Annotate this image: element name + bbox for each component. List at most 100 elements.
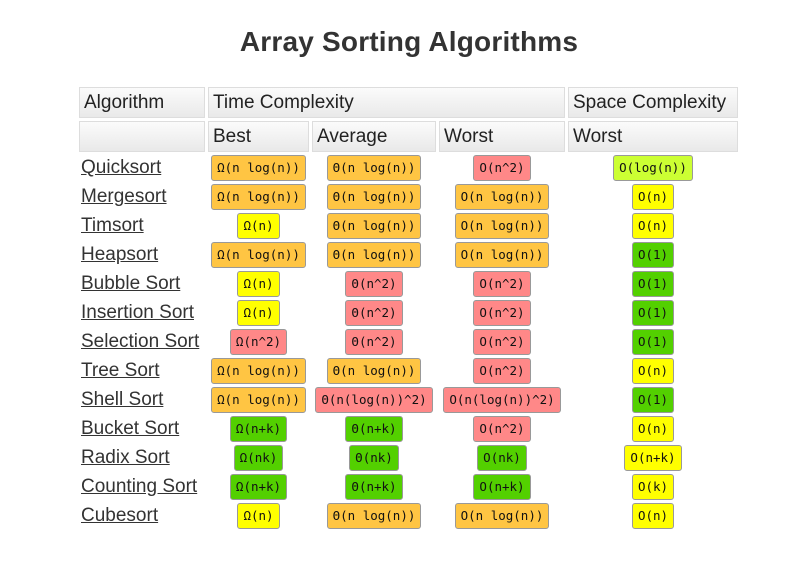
algorithm-link[interactable]: Radix Sort bbox=[81, 447, 170, 468]
worst-case-badge: O(n(log(n))^2) bbox=[443, 387, 561, 413]
best-case-cell: Ω(n) bbox=[208, 271, 309, 297]
best-case-cell: Ω(n+k) bbox=[208, 416, 309, 442]
average-case-badge: Θ(n log(n)) bbox=[326, 184, 422, 210]
table-row: Tree Sort Ω(n log(n)) Θ(n log(n)) O(n^2) O(n… bbox=[79, 358, 738, 384]
worst-case-badge: O(n^2) bbox=[473, 358, 531, 384]
table-row: Selection Sort Ω(n^2) Θ(n^2) O(n^2) O(1) bbox=[79, 329, 738, 355]
worst-case-badge: O(n^2) bbox=[473, 416, 531, 442]
algorithm-cell: Timsort bbox=[79, 213, 205, 239]
sorting-algorithms-table: Algorithm Time Complexity Space Complexi… bbox=[76, 84, 741, 532]
space-worst-badge: O(1) bbox=[631, 387, 675, 413]
space-worst-cell: O(1) bbox=[568, 242, 738, 268]
algorithm-link[interactable]: Shell Sort bbox=[81, 389, 164, 410]
average-case-cell: Θ(n+k) bbox=[312, 474, 436, 500]
header-average: Average bbox=[312, 121, 436, 152]
algorithm-cell: Quicksort bbox=[79, 155, 205, 181]
algorithm-link[interactable]: Tree Sort bbox=[81, 360, 160, 381]
average-case-badge: Θ(n^2) bbox=[345, 300, 403, 326]
best-case-badge: Ω(n) bbox=[237, 503, 280, 529]
table-row: Shell Sort Ω(n log(n)) Θ(n(log(n))^2) O(n(l… bbox=[79, 387, 738, 413]
space-worst-badge: O(n) bbox=[631, 503, 675, 529]
best-case-cell: Ω(n) bbox=[208, 300, 309, 326]
header-algorithm: Algorithm bbox=[79, 87, 205, 118]
algorithm-link[interactable]: Mergesort bbox=[81, 186, 167, 207]
average-case-badge: Θ(nk) bbox=[349, 445, 399, 471]
best-case-badge: Ω(n) bbox=[237, 271, 280, 297]
worst-case-badge: O(n^2) bbox=[473, 329, 531, 355]
space-worst-cell: O(1) bbox=[568, 271, 738, 297]
algorithm-link[interactable]: Selection Sort bbox=[81, 331, 200, 352]
algorithm-link[interactable]: Bubble Sort bbox=[81, 273, 181, 294]
worst-case-badge: O(n log(n)) bbox=[454, 242, 550, 268]
algorithm-cell: Selection Sort bbox=[79, 329, 205, 355]
worst-case-cell: O(n log(n)) bbox=[439, 503, 565, 529]
algorithm-cell: Radix Sort bbox=[79, 445, 205, 471]
algorithm-link[interactable]: Heapsort bbox=[81, 244, 159, 265]
worst-case-cell: O(n^2) bbox=[439, 329, 565, 355]
algorithm-cell: Bucket Sort bbox=[79, 416, 205, 442]
space-worst-cell: O(1) bbox=[568, 329, 738, 355]
worst-case-cell: O(n^2) bbox=[439, 300, 565, 326]
worst-case-badge: O(n log(n)) bbox=[454, 213, 550, 239]
average-case-badge: Θ(n log(n)) bbox=[326, 213, 422, 239]
best-case-cell: Ω(n log(n)) bbox=[208, 242, 309, 268]
average-case-cell: Θ(n+k) bbox=[312, 416, 436, 442]
space-worst-badge: O(n) bbox=[631, 184, 675, 210]
worst-case-cell: O(n+k) bbox=[439, 474, 565, 500]
best-case-cell: Ω(n+k) bbox=[208, 474, 309, 500]
average-case-badge: Θ(n^2) bbox=[345, 271, 403, 297]
algorithm-cell: Counting Sort bbox=[79, 474, 205, 500]
algorithm-cell: Tree Sort bbox=[79, 358, 205, 384]
average-case-cell: Θ(nk) bbox=[312, 445, 436, 471]
algorithm-link[interactable]: Timsort bbox=[81, 215, 144, 236]
space-worst-cell: O(n) bbox=[568, 503, 738, 529]
best-case-cell: Ω(n log(n)) bbox=[208, 184, 309, 210]
best-case-cell: Ω(n) bbox=[208, 503, 309, 529]
space-worst-cell: O(1) bbox=[568, 300, 738, 326]
header-best: Best bbox=[208, 121, 309, 152]
average-case-badge: Θ(n log(n)) bbox=[326, 503, 422, 529]
space-worst-badge: O(1) bbox=[631, 271, 675, 297]
best-case-cell: Ω(n log(n)) bbox=[208, 155, 309, 181]
algorithm-link[interactable]: Bucket Sort bbox=[81, 418, 180, 439]
algorithm-link[interactable]: Insertion Sort bbox=[81, 302, 194, 323]
table-row: Heapsort Ω(n log(n)) Θ(n log(n)) O(n log(n)… bbox=[79, 242, 738, 268]
worst-case-cell: O(n^2) bbox=[439, 416, 565, 442]
worst-case-badge: O(n^2) bbox=[473, 271, 531, 297]
algorithm-link[interactable]: Counting Sort bbox=[81, 476, 198, 497]
table-row: Bubble Sort Ω(n) Θ(n^2) O(n^2) O(1) bbox=[79, 271, 738, 297]
algorithm-cell: Insertion Sort bbox=[79, 300, 205, 326]
best-case-cell: Ω(n log(n)) bbox=[208, 387, 309, 413]
average-case-badge: Θ(n^2) bbox=[345, 329, 403, 355]
space-worst-cell: O(n) bbox=[568, 213, 738, 239]
average-case-cell: Θ(n^2) bbox=[312, 271, 436, 297]
algorithm-cell: Shell Sort bbox=[79, 387, 205, 413]
average-case-cell: Θ(n log(n)) bbox=[312, 503, 436, 529]
best-case-cell: Ω(n^2) bbox=[208, 329, 309, 355]
space-worst-cell: O(log(n)) bbox=[568, 155, 738, 181]
space-worst-cell: O(n) bbox=[568, 416, 738, 442]
space-worst-cell: O(k) bbox=[568, 474, 738, 500]
average-case-badge: Θ(n log(n)) bbox=[326, 155, 422, 181]
worst-case-badge: O(n log(n)) bbox=[454, 184, 550, 210]
header-space-complexity: Space Complexity bbox=[568, 87, 738, 118]
space-worst-badge: O(n) bbox=[631, 213, 675, 239]
best-case-badge: Ω(n log(n)) bbox=[211, 358, 306, 384]
best-case-badge: Ω(n log(n)) bbox=[211, 184, 306, 210]
space-worst-cell: O(1) bbox=[568, 387, 738, 413]
space-worst-cell: O(n) bbox=[568, 358, 738, 384]
algorithm-link[interactable]: Cubesort bbox=[81, 505, 159, 526]
space-worst-badge: O(n) bbox=[631, 416, 675, 442]
table-row: Timsort Ω(n) Θ(n log(n)) O(n log(n)) O(n) bbox=[79, 213, 738, 239]
page-title: Array Sorting Algorithms bbox=[239, 26, 579, 57]
best-case-cell: Ω(nk) bbox=[208, 445, 309, 471]
average-case-cell: Θ(n log(n)) bbox=[312, 184, 436, 210]
best-case-badge: Ω(n log(n)) bbox=[211, 242, 306, 268]
worst-case-cell: O(n log(n)) bbox=[439, 184, 565, 210]
algorithm-cell: Heapsort bbox=[79, 242, 205, 268]
worst-case-cell: O(n log(n)) bbox=[439, 242, 565, 268]
table-row: Insertion Sort Ω(n) Θ(n^2) O(n^2) O(1) bbox=[79, 300, 738, 326]
header-row-cases: Best Average Worst Worst bbox=[79, 121, 738, 152]
worst-case-cell: O(n^2) bbox=[439, 271, 565, 297]
algorithm-link[interactable]: Quicksort bbox=[81, 157, 162, 178]
